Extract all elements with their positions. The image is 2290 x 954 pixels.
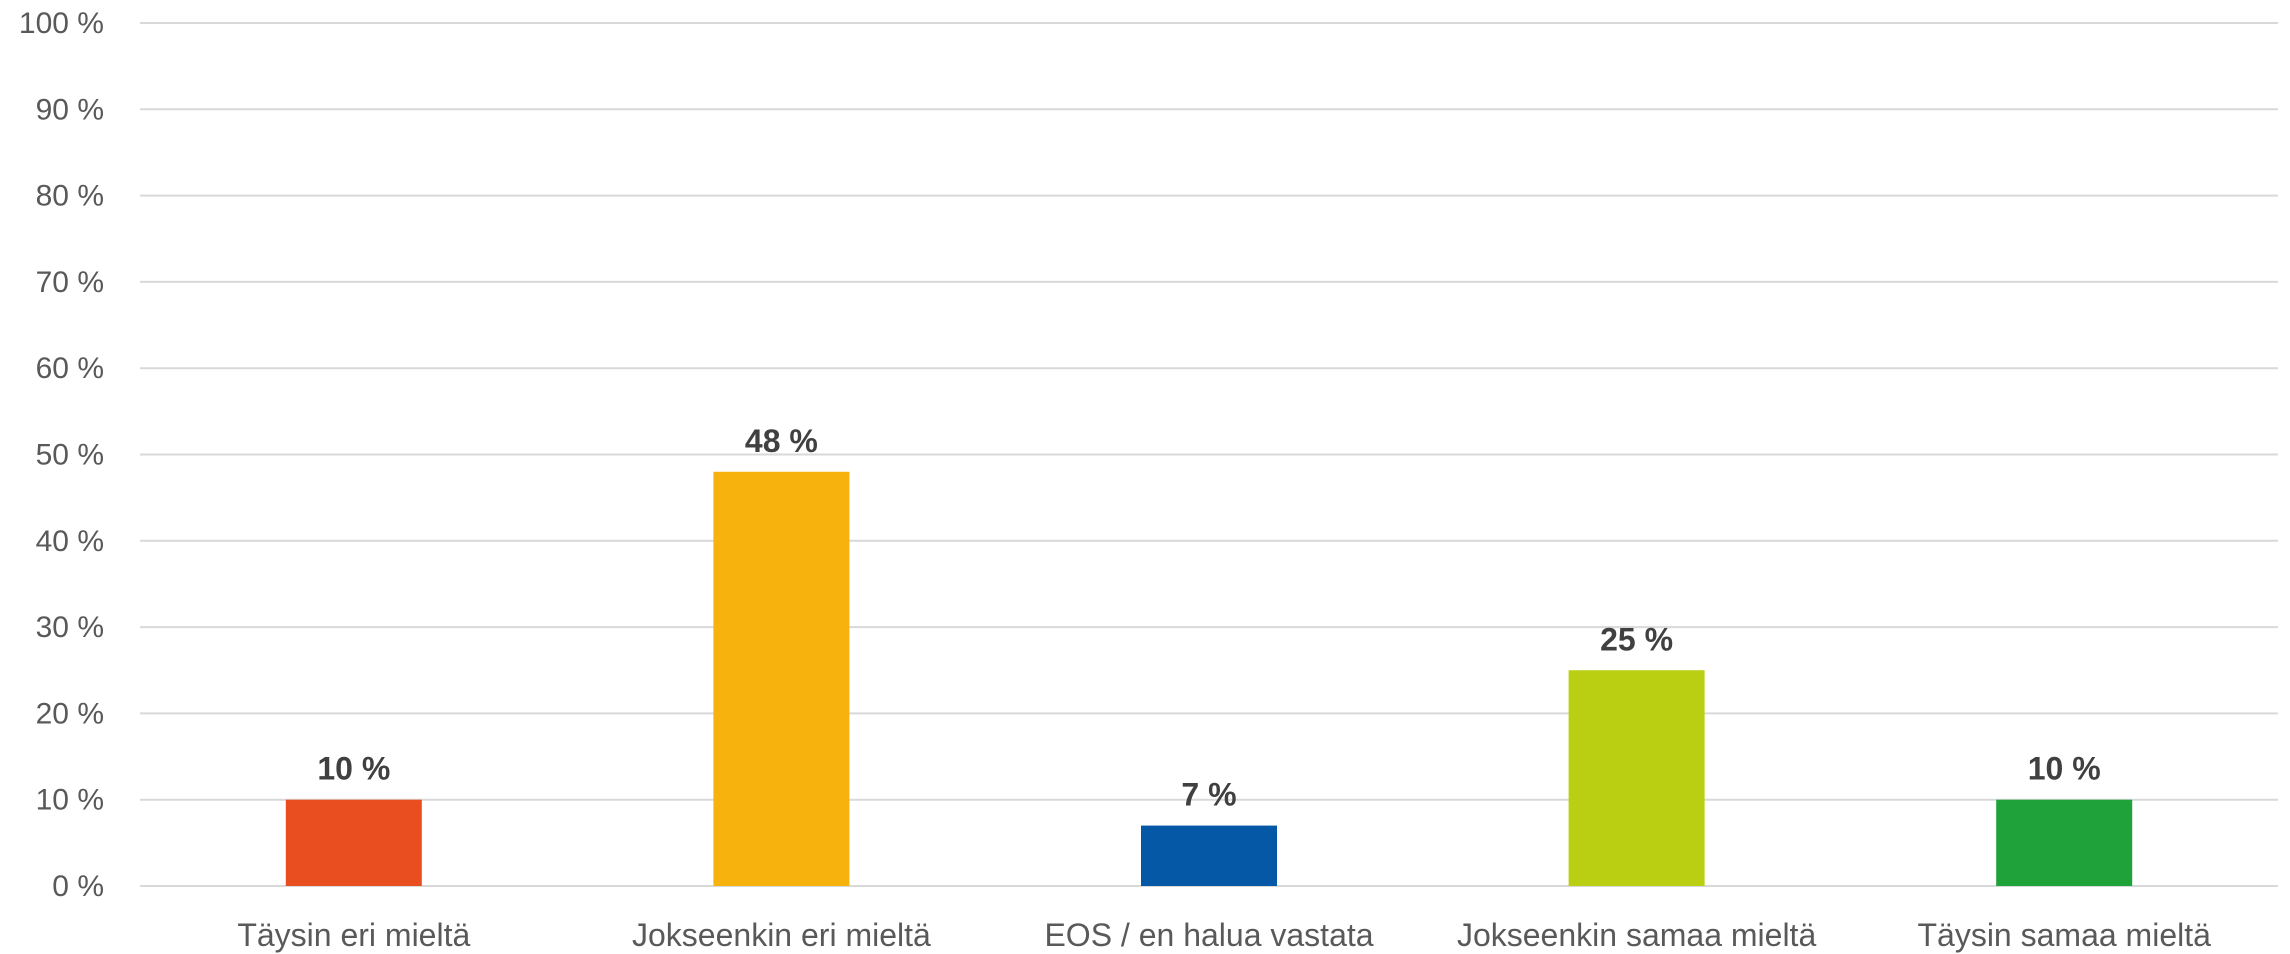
y-tick-label: 90 % xyxy=(36,93,104,126)
bar xyxy=(285,799,422,886)
y-tick-label: 50 % xyxy=(36,439,104,472)
bar xyxy=(1141,825,1277,886)
data-label: 48 % xyxy=(745,423,818,459)
y-tick-label: 70 % xyxy=(36,266,104,299)
x-category-label: Täysin eri mieltä xyxy=(237,917,470,953)
data-label: 10 % xyxy=(317,751,390,787)
bar xyxy=(713,471,850,886)
y-tick-label: 80 % xyxy=(36,180,104,213)
y-tick-label: 100 % xyxy=(19,7,104,40)
x-category-label: Jokseenkin samaa mieltä xyxy=(1457,917,1816,953)
y-tick-label: 0 % xyxy=(52,870,104,903)
y-axis-ticks: 0 % 10 % 20 % 30 % 40 % 50 % 60 % 70 % 80 % 90 % 1… xyxy=(19,7,104,903)
y-tick-label: 30 % xyxy=(36,611,104,644)
bar xyxy=(1996,799,2133,886)
y-tick-label: 20 % xyxy=(36,697,104,730)
gridlines xyxy=(140,22,2278,887)
bars xyxy=(285,471,2133,886)
bar xyxy=(1568,670,1705,886)
x-category-label: EOS / en halua vastata xyxy=(1044,917,1373,953)
x-category-label: Täysin samaa mieltä xyxy=(1917,917,2211,953)
data-label: 10 % xyxy=(2028,751,2101,787)
y-tick-label: 60 % xyxy=(36,352,104,385)
x-category-label: Jokseenkin eri mieltä xyxy=(632,917,931,953)
y-tick-label: 40 % xyxy=(36,525,104,558)
data-label: 7 % xyxy=(1181,777,1236,813)
data-labels: 10 % 48 % 7 % 25 % 10 % xyxy=(317,423,2100,813)
data-label: 25 % xyxy=(1600,621,1673,657)
y-tick-label: 10 % xyxy=(36,784,104,817)
x-axis-categories: Täysin eri mieltä Jokseenkin eri mieltä EO… xyxy=(237,917,2211,953)
